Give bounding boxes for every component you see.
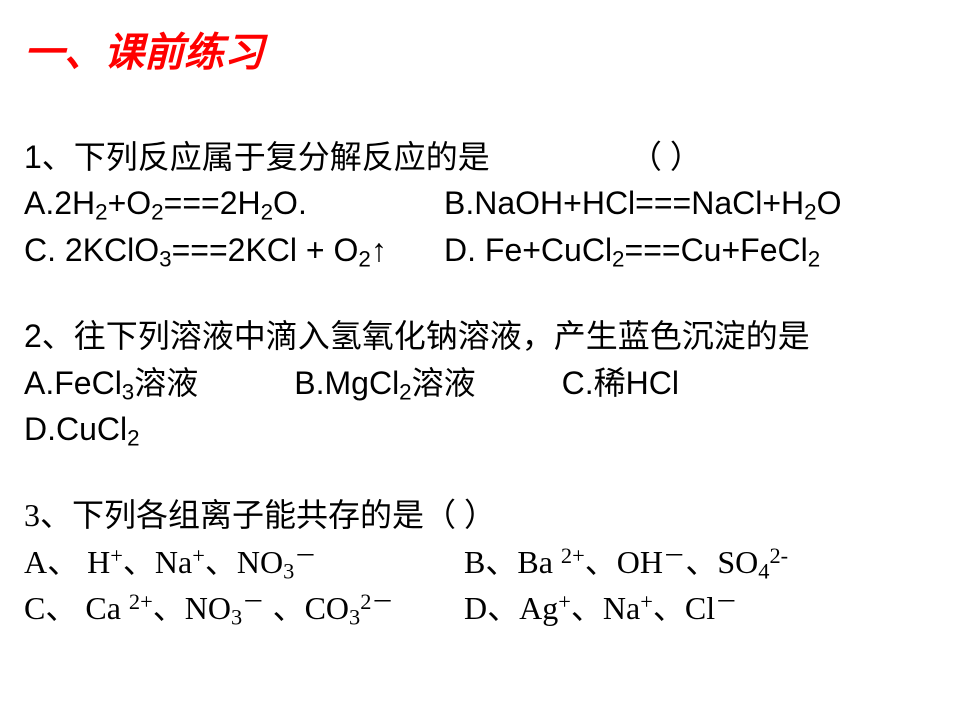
q2-optB: B.MgCl2溶液 [294, 365, 475, 401]
q2-optD: D.CuCl2 [24, 411, 140, 447]
q3-optB-text: Ba 2+、OH－、SO42- [517, 544, 788, 580]
q3-optB: B、Ba 2+、OH－、SO42- [464, 539, 788, 585]
q3-optA: A、 H+、Na+、NO3－ [24, 544, 317, 580]
q2-number: 2 [24, 318, 42, 354]
question-1: 1、下列反应属于复分解反应的是 （ ） A.2H2+O2===2H2O. B.Na… [24, 134, 936, 273]
q1-optB-eq: NaOH+HCl===NaCl+H2O [474, 185, 841, 221]
q2-optC-text: 稀HCl [594, 365, 679, 401]
q1-optD: D. Fe+CuCl2===Cu+FeCl2 [444, 227, 820, 273]
q1-row1: A.2H2+O2===2H2O. B.NaOH+HCl===NaCl+H2O [24, 180, 936, 226]
q1-optA-eq: 2H2+O2===2H2O. [54, 185, 307, 221]
q1-row2: C. 2KClO3===2KCl + O2↑ D. Fe+CuCl2===Cu+… [24, 227, 936, 273]
q1-optD-label: D. [444, 232, 476, 268]
question-3: 3、下列各组离子能共存的是（ ） A、 H+、Na+、NO3－ B、Ba 2+、… [24, 492, 936, 631]
q3-optD-text: Ag+、Na+、Cl－ [519, 590, 737, 626]
q3-optA-label: A、 [24, 544, 79, 580]
q1-text: 、下列反应属于复分解反应的是 [42, 139, 490, 175]
q1-optC-label: C. [24, 232, 56, 268]
q3-optD: D、Ag+、Na+、Cl－ [464, 585, 737, 631]
q2-optB-label: B. [294, 365, 324, 401]
q2-optC-label: C. [562, 365, 594, 401]
q1-optC: C. 2KClO3===2KCl + O2↑ [24, 232, 387, 268]
q3-optC-label: C、 [24, 590, 77, 626]
q3-optB-label: B、 [464, 544, 517, 580]
q3-prompt: 3、下列各组离子能共存的是（ ） [24, 492, 936, 538]
q1-optB: B.NaOH+HCl===NaCl+H2O [444, 180, 841, 226]
q3-number: 3 [24, 497, 40, 533]
q2-text: 、往下列溶液中滴入氢氧化钠溶液，产生蓝色沉淀的是 [42, 318, 810, 354]
q3-text: 、下列各组离子能共存的是（ ） [40, 497, 496, 533]
q3-optA-text: H+、Na+、NO3－ [79, 544, 317, 580]
q2-options: A.FeCl3溶液 B.MgCl2溶液 C.稀HCl D.CuCl2 [24, 360, 936, 453]
q3-optC: C、 Ca 2+、NO3－ 、CO32－ [24, 590, 394, 626]
q2-prompt: 2、往下列溶液中滴入氢氧化钠溶液，产生蓝色沉淀的是 [24, 313, 936, 359]
q1-prompt: 1、下列反应属于复分解反应的是 （ ） [24, 134, 936, 180]
q1-optC-eq: 2KClO3===2KCl + O2↑ [56, 232, 387, 268]
q2-optB-text: MgCl2溶液 [325, 365, 476, 401]
q1-optA-label: A. [24, 185, 54, 221]
q2-optD-text: CuCl2 [56, 411, 140, 447]
q3-row2: C、 Ca 2+、NO3－ 、CO32－ D、Ag+、Na+、Cl－ [24, 585, 936, 631]
q1-optB-label: B. [444, 185, 474, 221]
q1-optD-eq: Fe+CuCl2===Cu+FeCl2 [476, 232, 820, 268]
q2-optC: C.稀HCl [562, 365, 679, 401]
q3-optC-text: Ca 2+、NO3－ 、CO32－ [77, 590, 393, 626]
q3-optD-label: D、 [464, 590, 519, 626]
q1-number: 1 [24, 139, 42, 175]
q1-optA: A.2H2+O2===2H2O. [24, 185, 307, 221]
q1-blank: （ ） [630, 139, 702, 175]
page-title: 一、课前练习 [24, 20, 936, 78]
q2-optA: A.FeCl3溶液 [24, 365, 198, 401]
q2-optA-label: A. [24, 365, 54, 401]
q2-optD-label: D. [24, 411, 56, 447]
q3-row1: A、 H+、Na+、NO3－ B、Ba 2+、OH－、SO42- [24, 539, 936, 585]
question-2: 2、往下列溶液中滴入氢氧化钠溶液，产生蓝色沉淀的是 A.FeCl3溶液 B.Mg… [24, 313, 936, 452]
q2-optA-text: FeCl3溶液 [54, 365, 198, 401]
